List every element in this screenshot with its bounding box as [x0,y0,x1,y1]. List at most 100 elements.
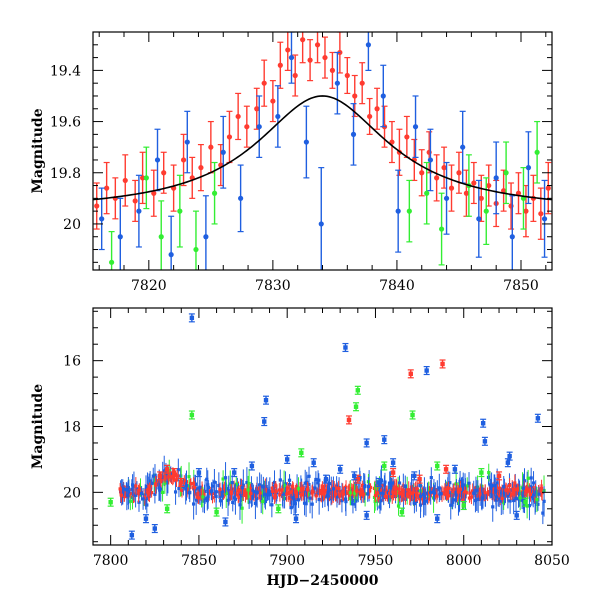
data-point [143,516,149,521]
baseline-point [144,487,148,492]
baseline-point [351,489,355,493]
data-point [322,54,328,61]
baseline-point [443,488,447,492]
baseline-point [534,490,538,494]
baseline-point [243,489,247,493]
baseline-point [233,497,238,501]
x-tick-label: 7850 [503,278,539,294]
baseline-point [360,483,364,487]
baseline-point [212,480,217,484]
baseline-point [481,496,485,500]
data-point [275,113,281,120]
baseline-point [118,487,122,491]
baseline-point [263,499,268,504]
data-point [238,195,244,201]
baseline-point [289,506,293,510]
baseline-point [162,469,166,473]
baseline-point [206,494,210,498]
baseline-point [495,490,499,494]
baseline-point [153,492,157,496]
bottom-panel: 7800 7850 7900 7950 8000 8050 16 18 20 Magnitude H… [30,307,570,589]
baseline-point [331,487,336,491]
y-tick-label: 19.6 [50,115,81,131]
data-point [164,506,170,511]
baseline-point [379,491,383,495]
baseline-point [380,488,384,492]
baseline-point [366,492,370,496]
baseline-point [382,483,387,487]
baseline-point [521,486,525,490]
data-point [344,72,350,79]
data-point [480,421,486,426]
baseline-point [408,492,413,496]
data-point [285,47,291,53]
data-point [509,234,515,240]
baseline-point [524,489,528,493]
data-point [486,182,492,189]
data-point [404,134,410,140]
baseline-point [137,487,141,491]
data-point [406,208,412,214]
x-tick-label: 7900 [269,553,305,569]
baseline-point [278,478,282,482]
baseline-point [263,492,267,496]
baseline-point [296,487,301,491]
baseline-point [407,488,411,492]
y-axis-label: Magnitude [30,384,46,469]
model-curve [93,95,552,201]
data-point [390,470,396,475]
baseline-point [176,468,180,472]
baseline-point [174,478,179,482]
baseline-point [373,493,378,498]
baseline-point [163,481,167,485]
baseline-point [474,488,478,493]
data-point [180,157,187,163]
baseline-point [341,492,346,496]
data-point [263,397,269,403]
plot-area [93,32,552,270]
baseline-point [201,495,205,499]
baseline-point [310,502,314,506]
x-tick-label: 7830 [255,278,291,294]
baseline-point [527,504,532,508]
data-point [104,185,110,191]
baseline-point [388,481,392,485]
data-point [226,134,233,140]
data-point [223,519,228,525]
baseline-point [395,487,399,491]
baseline-point [134,484,138,488]
baseline-point [398,494,402,499]
baseline-point [502,485,506,489]
baseline-point [231,500,235,505]
baseline-point [237,495,241,500]
data-point [452,467,458,472]
data-point [184,139,190,145]
data-point [438,226,445,232]
baseline-point [391,481,395,485]
baseline-point [157,486,161,490]
baseline-point [255,490,259,494]
baseline-point [338,494,342,498]
baseline-point [191,482,196,486]
baseline-point [251,488,255,492]
baseline-point [362,492,366,496]
data-point [479,470,484,475]
data-point [151,190,157,196]
baseline-point [529,476,533,480]
baseline-point [377,496,381,500]
baseline-point [518,496,522,500]
baseline-point [136,492,141,496]
baseline-point [415,491,419,495]
data-point [424,368,429,373]
baseline-point [202,497,207,501]
baseline-point [286,486,290,490]
baseline-point [497,497,501,501]
baseline-point [197,496,201,500]
baseline-point [332,489,336,493]
baseline-point [451,498,455,502]
data-point [270,98,276,104]
baseline-point [150,481,154,486]
baseline-point [286,491,290,496]
baseline-point [234,482,238,486]
data-point [482,439,488,444]
